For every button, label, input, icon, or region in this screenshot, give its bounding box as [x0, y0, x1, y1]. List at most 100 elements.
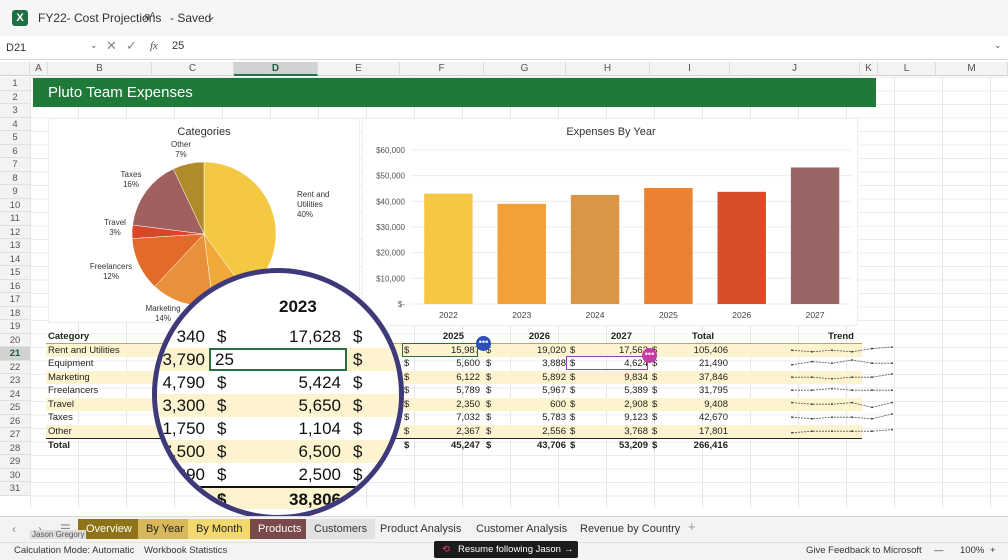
row-header[interactable]: 23: [0, 374, 30, 388]
currency-symbol[interactable]: $: [486, 425, 492, 437]
currency-symbol[interactable]: $: [570, 358, 576, 369]
sheet-tab[interactable]: Products: [250, 519, 310, 539]
value-total[interactable]: 31,795: [698, 385, 728, 396]
active-cell-input[interactable]: 25: [209, 348, 347, 371]
column-header-category[interactable]: Category: [48, 331, 90, 342]
sheet-tab[interactable]: By Year: [138, 519, 192, 539]
row-header[interactable]: 19: [0, 320, 30, 334]
value-2026[interactable]: 2,556: [542, 425, 566, 437]
column-header[interactable]: I: [650, 62, 730, 76]
row-header[interactable]: 29: [0, 455, 30, 469]
currency-symbol[interactable]: $: [404, 371, 410, 383]
formula-input[interactable]: 25: [172, 40, 185, 52]
value-total[interactable]: 42,670: [698, 412, 728, 423]
row-header[interactable]: 9: [0, 185, 30, 199]
row-header[interactable]: 8: [0, 171, 30, 185]
currency-symbol[interactable]: $: [652, 440, 658, 451]
sheet-tab[interactable]: Revenue by Country: [580, 523, 681, 535]
currency-symbol[interactable]: $: [652, 371, 658, 383]
zoom-in-icon[interactable]: +: [990, 545, 996, 556]
row-header[interactable]: 18: [0, 306, 30, 320]
value-2027[interactable]: 5,389: [624, 385, 648, 396]
row-header[interactable]: 10: [0, 198, 30, 212]
currency-symbol[interactable]: $: [486, 440, 492, 451]
value-2025[interactable]: 15,987: [450, 344, 480, 356]
column-header[interactable]: G: [484, 62, 566, 76]
currency-symbol[interactable]: $: [404, 440, 410, 451]
currency-symbol[interactable]: $: [486, 344, 492, 356]
value-2025[interactable]: 7,032: [456, 412, 480, 423]
currency-symbol[interactable]: $: [486, 358, 492, 369]
row-header[interactable]: 11: [0, 212, 30, 226]
currency-symbol[interactable]: $: [404, 385, 410, 396]
column-header-trend[interactable]: Trend: [828, 331, 854, 342]
row-header[interactable]: 28: [0, 441, 30, 455]
column-header[interactable]: E: [318, 62, 400, 76]
currency-symbol[interactable]: $: [570, 412, 576, 423]
category-cell[interactable]: Marketing: [48, 371, 90, 383]
row-header[interactable]: 7: [0, 158, 30, 172]
currency-symbol[interactable]: $: [404, 344, 410, 356]
sheet-tab[interactable]: Overview: [78, 519, 140, 539]
row-header[interactable]: 5: [0, 131, 30, 145]
row-header[interactable]: 12: [0, 225, 30, 239]
column-header[interactable]: B: [48, 62, 152, 76]
total-label[interactable]: Total: [48, 440, 70, 451]
row-header[interactable]: 26: [0, 414, 30, 428]
title-chevron-icon[interactable]: ⌄: [206, 9, 217, 23]
formula-expand-chevron-icon[interactable]: ⌄: [994, 40, 1002, 50]
category-cell[interactable]: Equipment: [48, 358, 94, 369]
currency-symbol[interactable]: $: [570, 440, 576, 451]
total-2025[interactable]: 45,247: [450, 440, 480, 451]
row-header[interactable]: 25: [0, 401, 30, 415]
value-2027[interactable]: 2,908: [624, 398, 648, 410]
add-sheet-icon[interactable]: +: [688, 519, 696, 534]
name-box-chevron-icon[interactable]: ⌄: [90, 40, 98, 50]
select-all-corner[interactable]: [0, 62, 30, 76]
zoom-level[interactable]: 100%: [960, 545, 985, 556]
document-title[interactable]: FY22- Cost Projections: [38, 11, 162, 25]
currency-symbol[interactable]: $: [652, 358, 658, 369]
column-header-2026[interactable]: 2026: [528, 331, 550, 342]
value-2025[interactable]: 2,350: [456, 398, 480, 410]
value-2025[interactable]: 5,600: [456, 358, 480, 369]
category-cell[interactable]: Taxes: [48, 412, 73, 423]
currency-symbol[interactable]: $: [570, 344, 576, 356]
resume-following-button[interactable]: ⟲ Resume following Jason →: [434, 541, 578, 558]
collaborator-blue-indicator[interactable]: •••: [476, 336, 491, 351]
row-header[interactable]: 22: [0, 360, 30, 374]
category-cell[interactable]: Rent and Utilities: [48, 344, 120, 356]
feedback-link[interactable]: Give Feedback to Microsoft: [806, 545, 922, 556]
row-header[interactable]: 13: [0, 239, 30, 253]
row-header[interactable]: 4: [0, 117, 30, 131]
collaborator-pink-indicator[interactable]: •••: [642, 348, 657, 363]
currency-symbol[interactable]: $: [652, 398, 658, 410]
expenses-by-year-chart[interactable]: Expenses By Year $- $10,000 $20,000 $30,000…: [362, 118, 858, 326]
row-header[interactable]: 2: [0, 90, 30, 104]
calculation-mode[interactable]: Calculation Mode: Automatic: [14, 545, 135, 556]
column-header[interactable]: J: [730, 62, 860, 76]
row-header[interactable]: 1: [0, 77, 30, 91]
grand-total[interactable]: 266,416: [693, 440, 728, 451]
sheet-list-icon[interactable]: ☰: [60, 522, 71, 536]
row-header[interactable]: 17: [0, 293, 30, 307]
currency-symbol[interactable]: $: [652, 385, 658, 396]
row-header[interactable]: 20: [0, 333, 30, 347]
insert-function-icon[interactable]: fx: [150, 40, 158, 52]
currency-symbol[interactable]: $: [486, 412, 492, 423]
currency-symbol[interactable]: $: [486, 385, 492, 396]
currency-symbol[interactable]: $: [404, 425, 410, 437]
value-total[interactable]: 9,408: [704, 398, 728, 410]
value-2027[interactable]: 4,624: [624, 358, 648, 369]
row-header[interactable]: 16: [0, 279, 30, 293]
category-cell[interactable]: Other: [48, 425, 72, 437]
value-2026[interactable]: 5,967: [542, 385, 566, 396]
value-2025[interactable]: 5,789: [456, 385, 480, 396]
row-header[interactable]: 3: [0, 104, 30, 118]
row-header-selected[interactable]: 21: [0, 347, 30, 361]
currency-symbol[interactable]: $: [404, 412, 410, 423]
currency-symbol[interactable]: $: [404, 358, 410, 369]
value-2026[interactable]: 5,783: [542, 412, 566, 423]
prev-sheet-icon[interactable]: ‹: [12, 522, 16, 536]
enter-check-icon[interactable]: ✓: [126, 38, 137, 53]
